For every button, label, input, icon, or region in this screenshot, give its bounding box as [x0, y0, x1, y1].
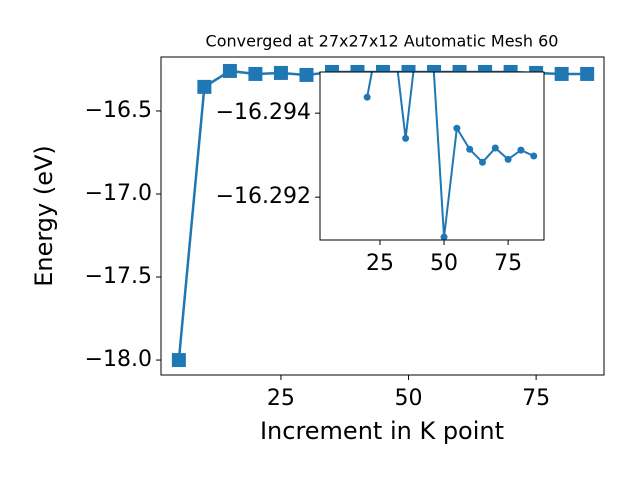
- y-axis-label: Energy (eV): [30, 145, 58, 287]
- marker: [299, 67, 314, 82]
- marker: [363, 93, 371, 101]
- x-tick-label: 25: [366, 251, 394, 276]
- x-tick-label: 50: [395, 386, 423, 411]
- axes-frame: [160, 56, 605, 376]
- marker: [504, 155, 512, 163]
- marker: [491, 144, 499, 152]
- marker: [273, 65, 288, 80]
- marker: [466, 145, 474, 153]
- marker: [440, 233, 448, 240]
- chart-title: Converged at 27x27x12 Automatic Mesh 60: [206, 32, 559, 51]
- y-tick-label: −16.292: [216, 184, 311, 209]
- marker: [197, 79, 212, 94]
- y-tick-label: −17.0: [85, 181, 152, 206]
- axes-frame: [319, 71, 545, 241]
- y-tick-label: −16.5: [85, 98, 152, 123]
- x-tick-label: 50: [430, 251, 458, 276]
- marker: [580, 66, 595, 81]
- marker: [478, 158, 486, 166]
- axes-background: [320, 72, 544, 240]
- plot-area: [363, 72, 538, 240]
- y-tick-label: −18.0: [85, 347, 152, 372]
- marker: [222, 63, 237, 78]
- x-tick-label: 75: [494, 251, 522, 276]
- marker: [517, 146, 525, 154]
- marker: [171, 353, 186, 368]
- x-tick-label: 75: [522, 386, 550, 411]
- axes: 25 50 75 −16.294 −16.292: [216, 71, 545, 276]
- y-tick-label: −16.294: [216, 100, 311, 125]
- x-tick-label: 25: [267, 386, 295, 411]
- marker: [402, 134, 410, 142]
- y-tick-label: −17.5: [85, 264, 152, 289]
- x-axis-label: Increment in K point: [260, 417, 504, 445]
- marker: [530, 152, 538, 160]
- marker: [248, 66, 263, 81]
- marker: [453, 124, 461, 132]
- marker: [554, 66, 569, 81]
